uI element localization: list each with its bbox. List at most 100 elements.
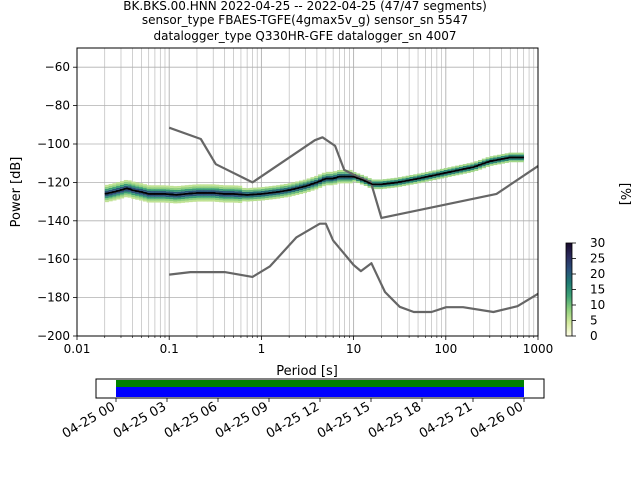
pdf-cell — [142, 197, 147, 200]
pdf-cell — [287, 192, 292, 195]
pdf-cell — [249, 187, 254, 190]
pdf-cell — [119, 183, 125, 185]
pdf-cell — [466, 163, 471, 166]
pdf-cell — [104, 200, 109, 203]
pdf-cell — [169, 185, 174, 188]
pdf-cell — [234, 198, 239, 201]
pdf-cell — [508, 154, 513, 157]
pdf-cell — [287, 194, 292, 197]
pdf-cell — [260, 188, 266, 191]
y-tick-label: −60 — [45, 60, 70, 74]
pdf-cell — [207, 190, 212, 192]
plot-frame — [76, 47, 539, 337]
pdf-cell — [173, 188, 178, 190]
pdf-cell — [192, 194, 197, 197]
y-tick-label: −120 — [37, 175, 70, 189]
pdf-cell — [230, 189, 235, 192]
pdf-cell — [112, 183, 117, 186]
pdf-cell — [257, 198, 262, 201]
pdf-cell — [325, 173, 330, 176]
pdf-cell — [314, 175, 319, 178]
pdf-cell — [177, 199, 182, 202]
pdf-cell — [500, 159, 505, 162]
pdf-cell — [116, 195, 121, 198]
pdf-cell — [344, 173, 349, 176]
pdf-cell — [188, 184, 193, 187]
pdf-cell — [245, 188, 250, 191]
pdf-cell — [508, 158, 513, 161]
pdf-cell — [356, 179, 361, 182]
pdf-cell — [386, 180, 391, 183]
pdf-cell — [161, 191, 166, 193]
x-tick-label: 0.01 — [64, 342, 91, 356]
y-axis-ticks: −200 −180 −160 −140 −120 −100 −80 −60 — [37, 60, 77, 343]
pdf-cell — [253, 197, 258, 200]
pdf-cell — [142, 186, 147, 189]
pdf-cell — [283, 193, 288, 196]
pdf-cell — [215, 196, 220, 199]
pdf-cell — [196, 188, 201, 191]
pdf-cell — [436, 169, 441, 172]
pdf-cell — [230, 194, 235, 197]
pdf-cell — [489, 163, 494, 166]
pdf-cell — [447, 169, 452, 172]
pdf-cell — [241, 195, 246, 198]
pdf-cell — [154, 196, 159, 199]
pdf-cell — [119, 192, 125, 195]
pdf-cell — [245, 195, 250, 198]
pdf-cell — [340, 179, 346, 182]
pdf-cell — [112, 192, 117, 195]
pdf-cell — [432, 172, 437, 175]
pdf-cell — [295, 183, 300, 186]
pdf-cell — [219, 198, 224, 201]
pdf-cell — [226, 191, 231, 193]
pdf-cell — [485, 157, 490, 160]
pdf-cell — [245, 199, 250, 202]
pdf-cell — [295, 189, 300, 192]
pdf-cell — [127, 195, 132, 198]
pdf-cell — [123, 181, 128, 184]
pdf-cell — [219, 200, 224, 203]
pdf-cell — [279, 194, 285, 197]
pdf-cell — [165, 195, 170, 198]
pdf-cell — [226, 185, 231, 188]
pdf-cell — [325, 179, 330, 182]
pdf-cell — [417, 175, 422, 178]
pdf-cell — [131, 195, 136, 197]
pdf-cell — [493, 157, 498, 160]
x-tick-label: 0.1 — [160, 342, 179, 356]
pdf-cell — [382, 184, 387, 187]
pdf-cell — [154, 191, 159, 193]
pdf-cell — [116, 193, 121, 196]
pdf-cell — [504, 155, 509, 158]
pdf-cell — [131, 185, 136, 188]
pdf-cell — [340, 171, 346, 174]
pdf-cell — [135, 186, 140, 189]
pdf-cell — [363, 176, 368, 179]
chart-title: BK.BKS.00.HNN 2022-04-25 -- 2022-04-25 (… — [123, 0, 487, 43]
pdf-cell — [512, 160, 517, 163]
pdf-cell — [131, 196, 136, 199]
pdf-cell — [146, 187, 151, 190]
pdf-cell — [158, 198, 163, 201]
pdf-cell — [131, 193, 136, 196]
pdf-cell — [165, 200, 170, 203]
pdf-cell — [150, 194, 155, 197]
pdf-cell — [188, 198, 193, 201]
pdf-cell — [169, 201, 174, 204]
pdf-cell — [470, 170, 475, 173]
pdf-cell — [108, 193, 113, 196]
pdf-cell — [238, 197, 243, 200]
pdf-cell — [104, 188, 109, 191]
pdf-cell — [215, 198, 220, 201]
pdf-cell — [142, 188, 147, 190]
pdf-cell — [409, 175, 414, 177]
pdf-cell — [161, 187, 166, 190]
pdf-cell — [378, 187, 384, 190]
x-axis-ticks: 0.01 0.1 1 10 100 1000 — [64, 336, 553, 356]
pdf-cell — [219, 196, 224, 199]
pdf-cell — [222, 196, 227, 199]
pdf-cell — [283, 185, 288, 188]
pdf-cell — [386, 184, 391, 187]
pdf-cell — [184, 200, 189, 203]
